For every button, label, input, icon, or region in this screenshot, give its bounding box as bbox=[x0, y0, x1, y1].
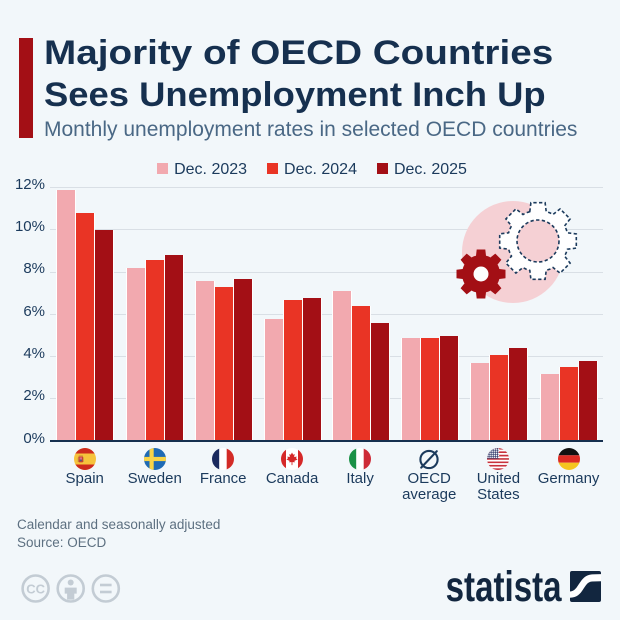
svg-text:CC: CC bbox=[26, 581, 45, 596]
